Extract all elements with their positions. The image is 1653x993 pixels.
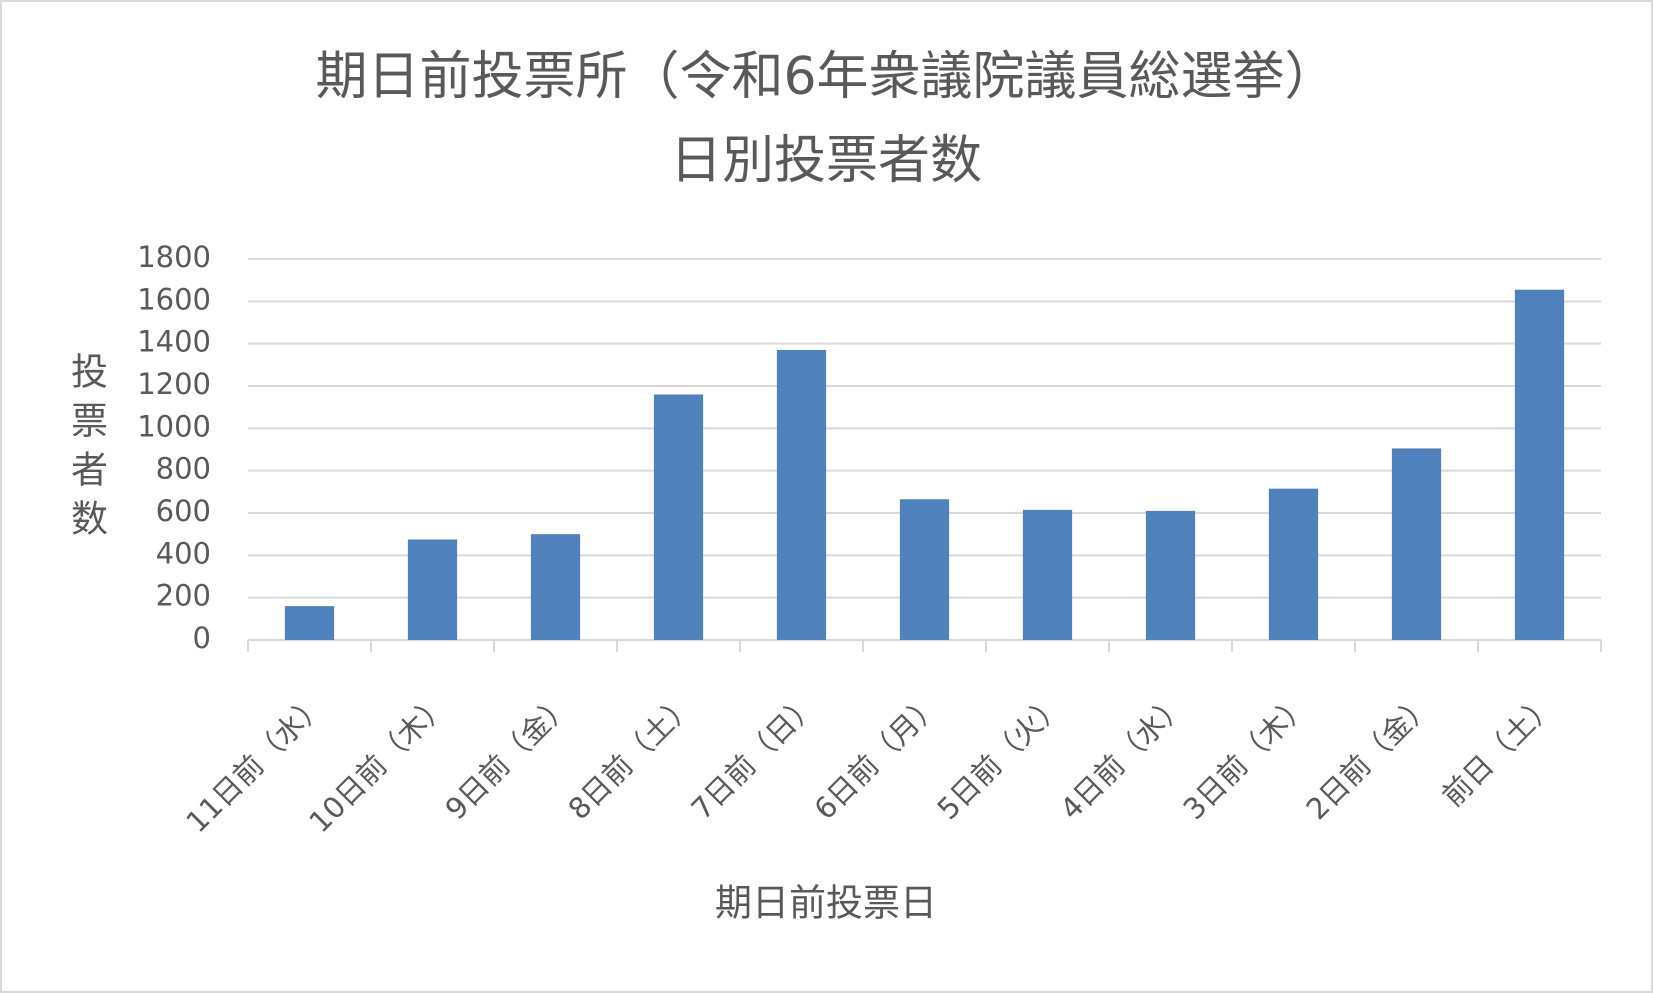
y-tick-label: 1800 (137, 240, 211, 274)
bar (1022, 509, 1073, 640)
bar (1268, 488, 1319, 640)
bar (776, 350, 827, 640)
y-tick-label: 0 (193, 621, 211, 655)
bar (1514, 289, 1565, 640)
y-tick-label: 1600 (137, 282, 211, 316)
bar (407, 539, 458, 640)
chart-title: 期日前投票所（令和6年衆議院議員総選挙） (315, 47, 1336, 107)
y-tick-label: 400 (156, 536, 211, 570)
y-tick-label: 1000 (137, 409, 211, 443)
bar (284, 606, 335, 640)
chart-title: 日別投票者数 (670, 131, 982, 191)
bar (530, 534, 581, 640)
y-tick-label: 600 (156, 494, 211, 528)
bar (1145, 510, 1196, 640)
y-tick-label: 1200 (137, 367, 211, 401)
bar (899, 499, 950, 640)
bar (1391, 448, 1442, 640)
y-tick-label: 200 (156, 579, 211, 613)
x-axis-label: 期日前投票日 (715, 882, 937, 925)
y-tick-label: 800 (156, 452, 211, 486)
bar (653, 394, 704, 640)
y-tick-label: 1400 (137, 325, 211, 359)
y-axis-label: 投票者数 (65, 352, 108, 548)
